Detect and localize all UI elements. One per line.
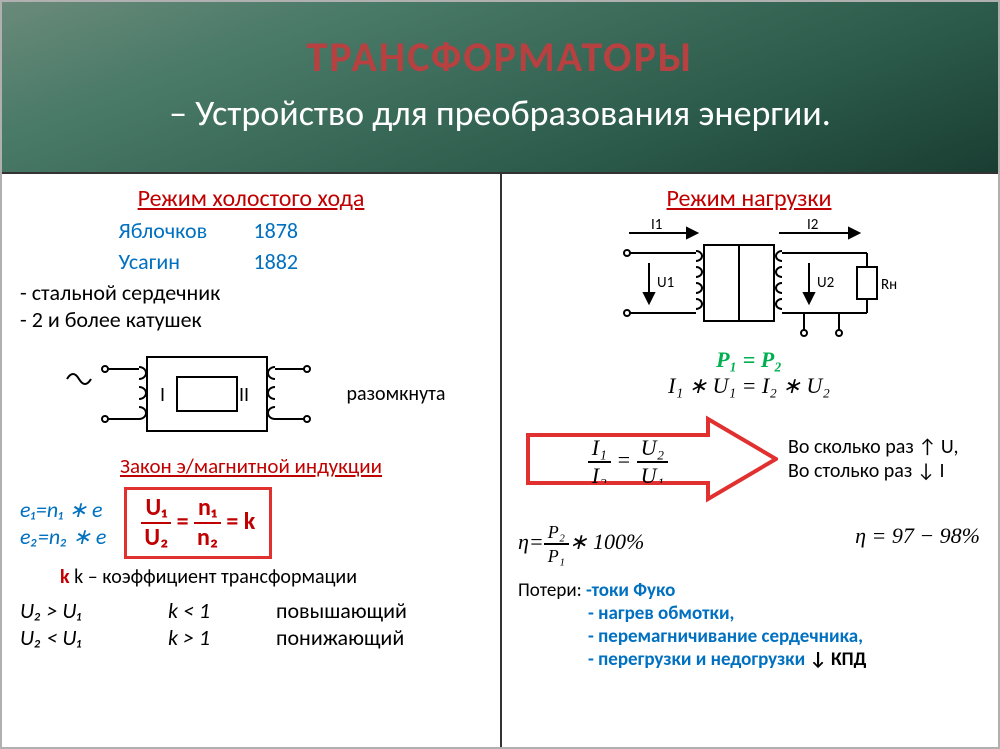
losses-label: Потери: — [518, 579, 582, 602]
left-column: Режим холостого хода Яблочков 1878 Усаги… — [2, 174, 500, 747]
eta-formula: η=P₂P₁∗ 100% — [518, 523, 644, 565]
iu-equality: I₁ ∗ U₁ = I₂ ∗ U₂ — [518, 373, 980, 399]
power-equality: P₁ = P₂ — [518, 347, 980, 373]
open-label: разомкнута — [347, 382, 446, 406]
svg-text:Rн: Rн — [881, 276, 897, 294]
bullet-core: стальной сердечник — [34, 279, 482, 306]
slide-header: ТРАНСФОРМАТОРЫ – Устройство для преобраз… — [2, 2, 998, 174]
transformer-idle-diagram: I II — [57, 339, 337, 449]
eta-value: η = 97 − 98% — [855, 523, 980, 565]
coil2-label: II — [239, 383, 249, 407]
coil1-label: I — [160, 383, 165, 407]
content-area: Режим холостого хода Яблочков 1878 Усаги… — [2, 174, 998, 747]
cmp1-k: k < 1 — [168, 597, 248, 624]
k-definition: k k – коэффициент трансформации — [60, 565, 482, 589]
right-column: Режим нагрузки — [500, 174, 998, 747]
cmp1-type: повышающий — [276, 597, 407, 624]
ratio-arrow-diagram: I₁I₂ = U₂U₁ — [518, 413, 778, 505]
note-u: Во сколько раз ↑ U, — [788, 435, 958, 459]
svg-text:I1: I1 — [651, 217, 662, 234]
note-i: Во столько раз ↓ I — [788, 459, 958, 483]
load-mode-title: Режим нагрузки — [518, 184, 980, 213]
bullet-coils: 2 и более катушек — [34, 306, 482, 333]
slide-subtitle: – Устройство для преобразования энергии. — [2, 91, 998, 135]
svg-text:U1: U1 — [657, 274, 674, 292]
svg-text:I2: I2 — [807, 217, 818, 234]
slide-title: ТРАНСФОРМАТОРЫ — [2, 32, 998, 83]
emf1: e₁=n₁ ∗ e — [20, 496, 106, 523]
inventor2-name: Усагин — [119, 248, 249, 275]
cmp2-cond: U₂ < U₁ — [20, 624, 140, 651]
inventor1-name: Яблочков — [119, 217, 249, 244]
ratio-formula-box: U₁U₂ = n₁n₂ = k — [124, 487, 272, 559]
cmp2-type: понижающий — [276, 624, 404, 651]
cmp2-k: k > 1 — [168, 624, 248, 651]
inventor2-year: 1882 — [253, 248, 383, 275]
emi-law-title: Закон э/магнитной индукции — [20, 453, 482, 479]
emf2: e₂=n₂ ∗ e — [20, 523, 106, 550]
cmp1-cond: U₂ > U₁ — [20, 597, 140, 624]
inventor1-year: 1878 — [253, 217, 383, 244]
idle-mode-title: Режим холостого хода — [20, 184, 482, 213]
transformer-load-diagram: I1 I2 U1 U2 Rн — [589, 217, 909, 347]
svg-text:U2: U2 — [817, 274, 834, 292]
